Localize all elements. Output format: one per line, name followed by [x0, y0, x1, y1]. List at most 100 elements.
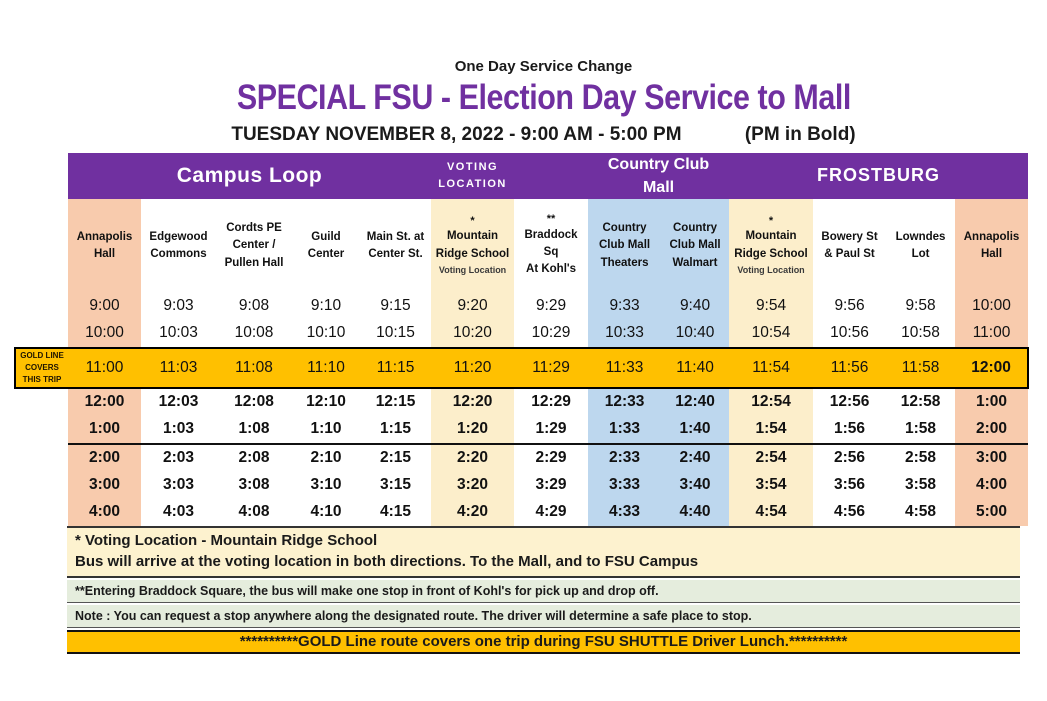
- time-cell: 11:00: [955, 319, 1029, 348]
- time-cell: 2:03: [141, 443, 216, 472]
- stop-name-line: Main St. at: [366, 230, 425, 243]
- time-cell: 4:54: [729, 498, 814, 526]
- time-cell: 9:33: [588, 292, 662, 320]
- time-cell: 10:00: [68, 319, 141, 348]
- time-cell: 1:56: [813, 415, 887, 445]
- time-cell: 9:40: [661, 292, 730, 320]
- time-cell: 10:15: [360, 319, 432, 348]
- group-header-blank: [514, 152, 589, 199]
- time-cell: 9:03: [141, 292, 216, 320]
- note-voting-line2: Bus will arrive at the voting location i…: [75, 552, 699, 570]
- stop-header-edgewood-commons: Edgewood Commons: [141, 198, 216, 293]
- time-cell: 1:15: [360, 415, 432, 445]
- time-cell: 4:40: [661, 498, 730, 526]
- time-cell: 4:00: [955, 471, 1029, 499]
- time-cell: 3:40: [661, 471, 730, 499]
- stop-name-line: & Paul St: [824, 247, 875, 260]
- stop-subtitle: Voting Location: [737, 264, 805, 275]
- time-cell: 12:29: [514, 387, 589, 416]
- stop-name-line: Hall: [980, 247, 1003, 260]
- time-row: 4:00 4:03 4:08 4:10 4:15 4:20 4:29 4:33 4:40 4:54…: [15, 498, 1029, 526]
- stop-name-line: Theaters: [600, 256, 649, 269]
- stop-name-line: Lowndes: [895, 230, 946, 243]
- time-cell: 2:29: [514, 443, 589, 472]
- stop-name-line: Center /: [232, 239, 276, 252]
- time-row: 10:00 10:03 10:08 10:10 10:15 10:20 10:29 10:33…: [15, 319, 1029, 348]
- left-gutter-cell: [15, 416, 68, 444]
- group-header-label: Campus Loop: [176, 163, 323, 187]
- time-cell: 1:00: [955, 387, 1029, 416]
- time-cell: 10:29: [514, 319, 589, 348]
- time-cell: 9:29: [514, 292, 589, 320]
- stop-name-line: Guild: [311, 230, 341, 243]
- group-header-label: FROSTBURG: [817, 165, 941, 186]
- time-cell: 3:03: [141, 471, 216, 499]
- time-cell: 11:00: [68, 346, 141, 389]
- time-cell: 1:20: [431, 415, 515, 445]
- time-cell: 3:56: [813, 471, 887, 499]
- stop-name-line: Braddock: [524, 228, 578, 241]
- time-cell: 3:15: [360, 471, 432, 499]
- stop-name-line: Club Mall: [598, 239, 651, 252]
- time-cell: 4:33: [588, 498, 662, 526]
- time-cell: 1:00: [68, 415, 141, 445]
- stop-name-line: Ridge School: [435, 247, 510, 260]
- time-cell: 11:56: [813, 346, 887, 389]
- time-cell: 3:29: [514, 471, 589, 499]
- time-cell: 11:33: [588, 346, 662, 389]
- time-cell: 2:08: [216, 443, 292, 472]
- stop-header-country-club-mall-walmart: Country Club Mall Walmart: [661, 198, 730, 293]
- stop-header-annapolis-hall-depart: Annapolis Hall: [68, 198, 141, 293]
- time-cell: 2:33: [588, 443, 662, 472]
- time-cell: 9:00: [68, 292, 141, 320]
- stop-name-line: Mountain: [745, 230, 797, 243]
- stop-name-line: Walmart: [672, 256, 718, 269]
- left-gutter-cell: [15, 388, 68, 416]
- stop-header-mountain-ridge-school-outbound: * Mountain Ridge School Voting Location: [431, 198, 515, 293]
- time-cell: 10:40: [661, 319, 730, 348]
- footnotes: * Voting Location - Mountain Ridge Schoo…: [67, 525, 1020, 654]
- stop-header-cordts-pe-center-pullen-hall: Cordts PE Center / Pullen Hall: [216, 198, 292, 293]
- time-cell: 12:10: [292, 387, 360, 416]
- time-row: 12:00 12:03 12:08 12:10 12:15 12:20 12:29 12:33…: [15, 387, 1029, 416]
- time-cell: 4:15: [360, 498, 432, 526]
- group-header-voting-location: VOTING LOCATION: [431, 152, 515, 199]
- time-cell: 12:03: [141, 387, 216, 416]
- stop-name-line: Lot: [911, 247, 930, 260]
- time-cell: 12:00: [68, 387, 141, 416]
- stop-name-line: Country: [602, 222, 647, 234]
- group-header-label: Country Club Mall: [607, 155, 710, 196]
- time-cell: 1:54: [729, 415, 814, 445]
- time-cell: 11:03: [141, 346, 216, 389]
- time-cell: 11:10: [292, 346, 360, 389]
- table-left-gutter: [15, 153, 68, 293]
- time-cell: 10:54: [729, 319, 814, 348]
- note-request-stop: Note : You can request a stop anywhere a…: [67, 604, 1020, 628]
- stop-header-annapolis-hall-arrive: Annapolis Hall: [955, 198, 1029, 293]
- stop-name-line: Center: [307, 247, 345, 260]
- stop-header-mountain-ridge-school-return: * Mountain Ridge School Voting Location: [729, 198, 814, 293]
- stop-name-line: Mountain: [446, 230, 499, 243]
- left-gutter-cell: [15, 444, 68, 472]
- stop-header-braddock-sq-at-kohls: ** Braddock Sq At Kohl's: [514, 198, 589, 293]
- stop-name-line: Hall: [93, 247, 116, 260]
- time-cell: 9:58: [886, 292, 956, 320]
- note-braddock-square: **Entering Braddock Square, the bus will…: [67, 579, 1020, 603]
- time-cell: 11:15: [360, 346, 432, 389]
- time-cell: 2:56: [813, 443, 887, 472]
- time-cell: 9:08: [216, 292, 292, 320]
- stop-name-line: Annapolis: [963, 230, 1020, 243]
- time-cell: 2:20: [431, 443, 515, 472]
- pm-bold-note: (PM in Bold): [744, 123, 856, 145]
- stop-name-line: Club Mall: [669, 239, 721, 252]
- time-cell: 3:10: [292, 471, 360, 499]
- time-row: 9:00 9:03 9:08 9:10 9:15 9:20 9:29 9:33 9:40 9:54…: [15, 292, 1029, 320]
- time-cell: 11:20: [431, 346, 515, 389]
- time-cell: 10:56: [813, 319, 887, 348]
- stop-name-line: Cordts PE: [226, 222, 282, 234]
- time-cell: 1:40: [661, 415, 730, 445]
- time-cell: 2:40: [661, 443, 730, 472]
- time-cell: 3:00: [955, 443, 1029, 472]
- time-cell: 11:58: [886, 346, 956, 389]
